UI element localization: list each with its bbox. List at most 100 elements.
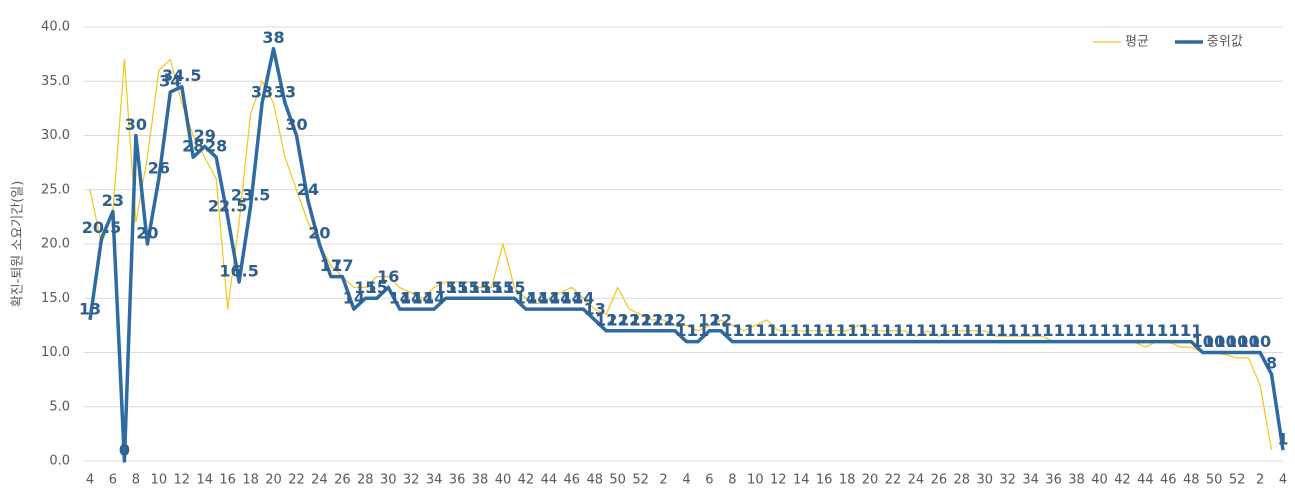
x-tick-label: 22 — [288, 473, 305, 488]
data-label: 11 — [733, 321, 755, 340]
data-label: 11 — [1123, 321, 1145, 340]
data-label: 11 — [870, 321, 892, 340]
data-label: 15 — [354, 278, 376, 297]
x-tick-label: 4 — [682, 473, 690, 488]
data-label: 12 — [595, 310, 617, 329]
legend-label: 평균 — [1125, 35, 1149, 50]
x-tick-label: 30 — [380, 473, 397, 488]
data-label: 10 — [1237, 332, 1259, 351]
data-label: 34.5 — [162, 66, 201, 85]
data-label: 17 — [331, 256, 353, 275]
data-label: 11 — [1077, 321, 1099, 340]
data-label: 14 — [389, 289, 411, 308]
x-tick-label: 4 — [86, 473, 94, 488]
data-label: 11 — [836, 321, 858, 340]
x-tick-label: 50 — [609, 473, 626, 488]
data-label: 8 — [1266, 354, 1277, 373]
data-label: 10 — [1192, 332, 1214, 351]
x-tick-label: 26 — [334, 473, 351, 488]
data-label: 14 — [343, 289, 365, 308]
data-label: 11 — [813, 321, 835, 340]
data-label: 11 — [847, 321, 869, 340]
data-label: 13 — [584, 299, 606, 318]
data-label: 12 — [629, 310, 651, 329]
data-label: 11 — [744, 321, 766, 340]
data-label: 11 — [928, 321, 950, 340]
x-tick-label: 20 — [862, 473, 879, 488]
data-label: 14 — [423, 289, 445, 308]
x-tick-label: 10 — [747, 473, 764, 488]
x-tick-label: 16 — [816, 473, 833, 488]
data-label: 12 — [698, 310, 720, 329]
data-label: 20 — [136, 224, 158, 243]
data-label: 14 — [561, 289, 583, 308]
y-axis-label: 확진-퇴원 소요기간(일) — [11, 181, 26, 308]
series-line — [89, 58, 1273, 451]
data-label: 12 — [618, 310, 640, 329]
data-label: 12 — [652, 310, 674, 329]
data-label: 28 — [182, 137, 204, 156]
data-label: 14 — [538, 289, 560, 308]
data-label: 26 — [148, 158, 170, 177]
data-label: 12 — [641, 310, 663, 329]
x-tick-label: 28 — [954, 473, 971, 488]
x-tick-label: 14 — [196, 473, 213, 488]
data-label: 15 — [503, 278, 525, 297]
data-label: 15 — [446, 278, 468, 297]
data-label: 14 — [549, 289, 571, 308]
data-label: 38 — [262, 28, 284, 47]
data-label: 11 — [790, 321, 812, 340]
data-label: 10 — [1226, 332, 1248, 351]
x-tick-label: 24 — [908, 473, 925, 488]
data-label: 23 — [102, 191, 124, 210]
x-tick-label: 48 — [1183, 473, 1200, 488]
x-tick-label: 6 — [705, 473, 713, 488]
data-label: 10 — [1203, 332, 1225, 351]
data-label: 11 — [675, 321, 697, 340]
data-label: 15 — [434, 278, 456, 297]
x-tick-label: 12 — [173, 473, 190, 488]
data-label: 10 — [1249, 332, 1271, 351]
x-tick-label: 2 — [1256, 473, 1264, 488]
data-label: 16.5 — [219, 261, 258, 280]
data-label: 14 — [572, 289, 594, 308]
data-label: 11 — [824, 321, 846, 340]
data-label: 33 — [251, 82, 273, 101]
y-tick-label: 40.0 — [41, 20, 70, 35]
data-label: 10 — [1215, 332, 1237, 351]
data-label: 14 — [412, 289, 434, 308]
x-tick-label: 8 — [132, 473, 140, 488]
data-label: 0 — [119, 441, 130, 460]
data-label: 17 — [320, 256, 342, 275]
x-tick-label: 36 — [449, 473, 466, 488]
data-label: 11 — [974, 321, 996, 340]
x-tick-label: 18 — [242, 473, 259, 488]
data-label: 11 — [687, 321, 709, 340]
data-label: 11 — [1065, 321, 1087, 340]
x-tick-label: 50 — [1206, 473, 1223, 488]
data-label: 20.5 — [82, 218, 121, 237]
data-label: 11 — [1008, 321, 1030, 340]
x-tick-label: 26 — [931, 473, 948, 488]
data-label: 12 — [710, 310, 732, 329]
data-label: 11 — [939, 321, 961, 340]
data-label: 11 — [756, 321, 778, 340]
data-label: 11 — [1020, 321, 1042, 340]
x-tick-label: 30 — [976, 473, 993, 488]
data-label: 11 — [1111, 321, 1133, 340]
data-label: 11 — [802, 321, 824, 340]
data-label: 24 — [297, 180, 319, 199]
x-tick-label: 28 — [357, 473, 374, 488]
x-tick-label: 38 — [472, 473, 489, 488]
legend: 평균 중위값 — [1093, 35, 1243, 50]
data-label: 20 — [308, 224, 330, 243]
y-tick-label: 15.0 — [41, 291, 70, 306]
y-tick-label: 20.0 — [41, 237, 70, 252]
data-label: 22.5 — [208, 196, 247, 215]
x-tick-label: 48 — [586, 473, 603, 488]
data-label: 12 — [607, 310, 629, 329]
x-tick-label: 22 — [885, 473, 902, 488]
data-label: 23.5 — [231, 186, 270, 205]
legend-label: 중위값 — [1207, 35, 1243, 50]
x-tick-label: 18 — [839, 473, 856, 488]
